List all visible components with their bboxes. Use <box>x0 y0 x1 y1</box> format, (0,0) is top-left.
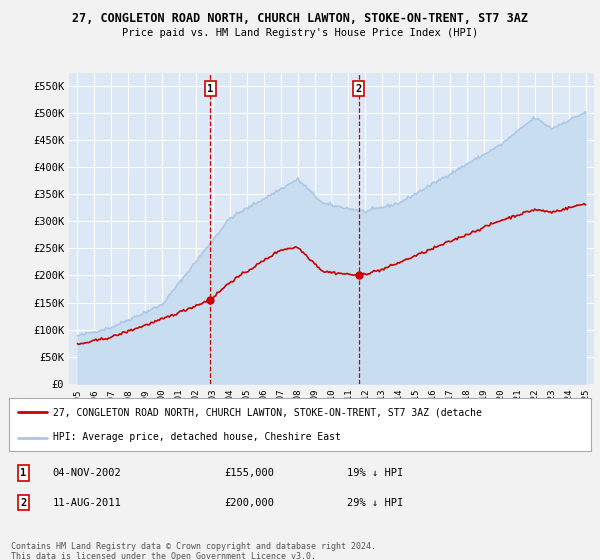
Text: 27, CONGLETON ROAD NORTH, CHURCH LAWTON, STOKE-ON-TRENT, ST7 3AZ (detache: 27, CONGLETON ROAD NORTH, CHURCH LAWTON,… <box>53 408 482 418</box>
Text: Price paid vs. HM Land Registry's House Price Index (HPI): Price paid vs. HM Land Registry's House … <box>122 28 478 38</box>
Text: Contains HM Land Registry data © Crown copyright and database right 2024.
This d: Contains HM Land Registry data © Crown c… <box>11 542 376 560</box>
Text: £155,000: £155,000 <box>224 468 274 478</box>
Text: 11-AUG-2011: 11-AUG-2011 <box>53 498 121 508</box>
Text: 2: 2 <box>356 83 362 94</box>
Text: HPI: Average price, detached house, Cheshire East: HPI: Average price, detached house, Ches… <box>53 432 341 442</box>
Text: 19% ↓ HPI: 19% ↓ HPI <box>347 468 403 478</box>
Text: £200,000: £200,000 <box>224 498 274 508</box>
Text: 27, CONGLETON ROAD NORTH, CHURCH LAWTON, STOKE-ON-TRENT, ST7 3AZ: 27, CONGLETON ROAD NORTH, CHURCH LAWTON,… <box>72 12 528 25</box>
Text: 29% ↓ HPI: 29% ↓ HPI <box>347 498 403 508</box>
Text: 1: 1 <box>207 83 214 94</box>
Text: 1: 1 <box>20 468 26 478</box>
Text: 2: 2 <box>20 498 26 508</box>
Text: 04-NOV-2002: 04-NOV-2002 <box>53 468 121 478</box>
